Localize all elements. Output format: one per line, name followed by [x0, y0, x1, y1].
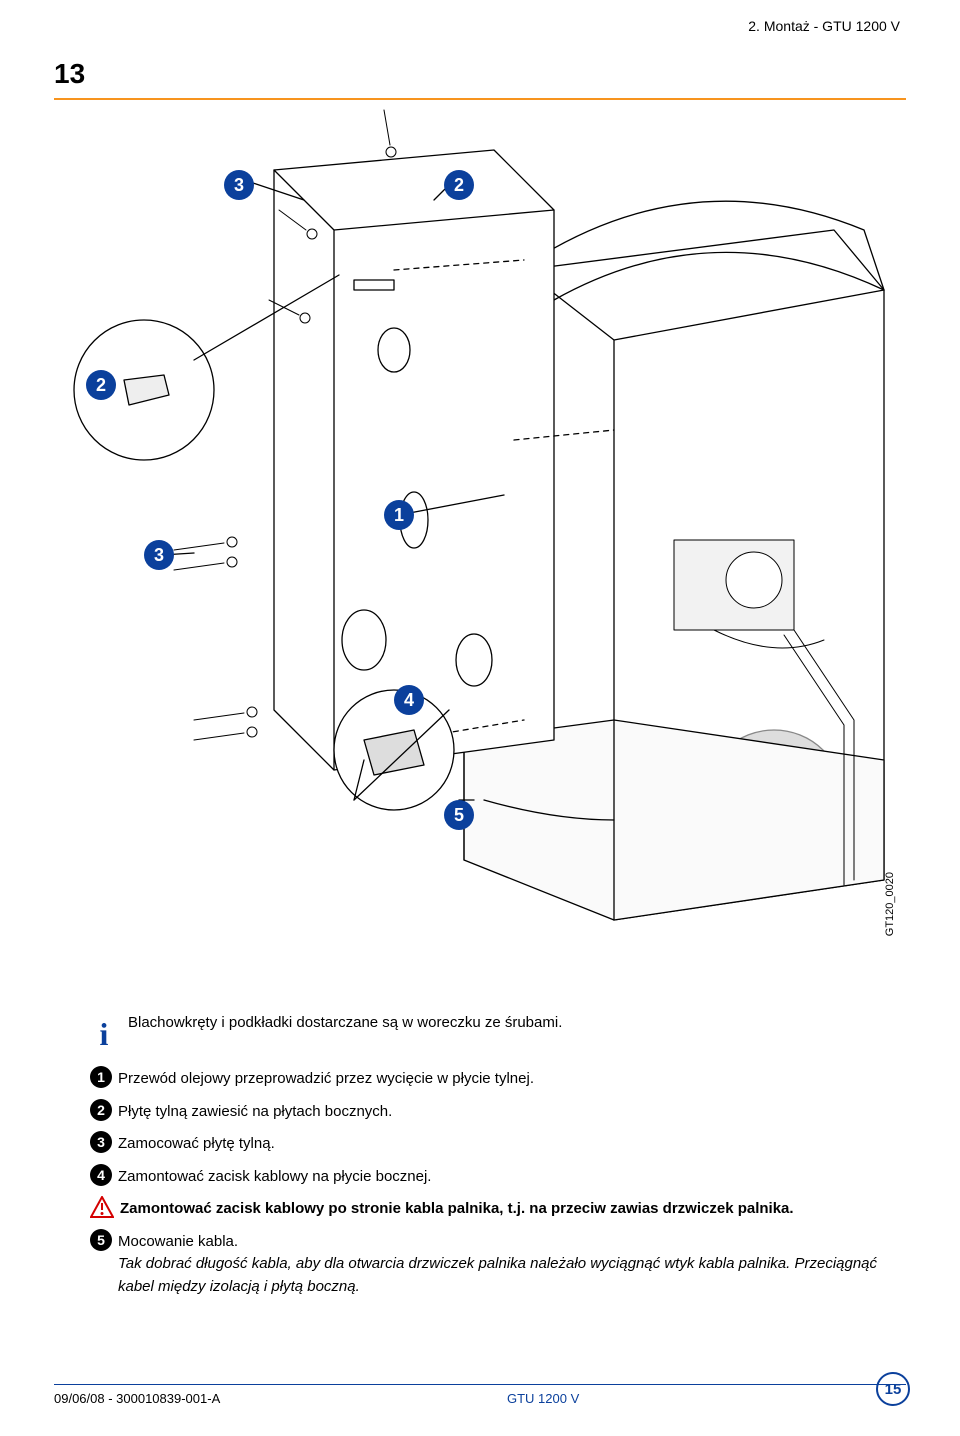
page-footer: 09/06/08 - 300010839-001-A GTU 1200 V 15 — [54, 1384, 906, 1406]
diagram-callout-4: 4 — [394, 685, 424, 715]
callout-5-icon: 5 — [90, 1229, 112, 1251]
diagram-callout-2: 2 — [86, 370, 116, 400]
step-5-text: Mocowanie kabla. Tak dobrać długość kabl… — [118, 1229, 900, 1299]
step-4-text: Zamontować zacisk kablowy na płycie bocz… — [118, 1164, 431, 1189]
step-1-text: Przewód olejowy przeprowadzić przez wyci… — [118, 1066, 534, 1091]
step-2-row: 2 Płytę tylną zawiesić na płytach boczny… — [90, 1099, 900, 1124]
step-4-row: 4 Zamontować zacisk kablowy na płycie bo… — [90, 1164, 900, 1189]
diagram-callout-2: 2 — [444, 170, 474, 200]
warning-icon — [90, 1196, 114, 1218]
header-section-label: 2. Montaż - GTU 1200 V — [748, 18, 900, 34]
footer-model: GTU 1200 V — [507, 1391, 579, 1406]
info-row: i Blachowkręty i podkładki dostarczane s… — [90, 1010, 900, 1058]
step-1-row: 1 Przewód olejowy przeprowadzić przez wy… — [90, 1066, 900, 1091]
info-text: Blachowkręty i podkładki dostarczane są … — [128, 1010, 562, 1035]
figure-code: GT120_0020 — [884, 872, 896, 936]
step-number: 13 — [54, 58, 85, 90]
warning-text: Zamontować zacisk kablowy po stronie kab… — [120, 1196, 794, 1221]
step-3-row: 3 Zamocować płytę tylną. — [90, 1131, 900, 1156]
info-icon: i — [90, 1010, 118, 1058]
callout-3-icon: 3 — [90, 1131, 112, 1153]
diagram-callout-3: 3 — [224, 170, 254, 200]
callout-2-icon: 2 — [90, 1099, 112, 1121]
warning-row: Zamontować zacisk kablowy po stronie kab… — [90, 1196, 900, 1221]
step-2-text: Płytę tylną zawiesić na płytach bocznych… — [118, 1099, 392, 1124]
diagram-callout-1: 1 — [384, 500, 414, 530]
page-number: 15 — [876, 1372, 910, 1406]
step-5-row: 5 Mocowanie kabla. Tak dobrać długość ka… — [90, 1229, 900, 1299]
callout-1-icon: 1 — [90, 1066, 112, 1088]
diagram-callout-3: 3 — [144, 540, 174, 570]
step-3-text: Zamocować płytę tylną. — [118, 1131, 275, 1156]
step-5-body: Tak dobrać długość kabla, aby dla otwarc… — [118, 1255, 877, 1295]
step-5-title: Mocowanie kabla. — [118, 1233, 238, 1250]
callout-4-icon: 4 — [90, 1164, 112, 1186]
assembly-diagram — [54, 100, 906, 980]
instruction-block: i Blachowkręty i podkładki dostarczane s… — [90, 1010, 900, 1306]
footer-doc-ref: 09/06/08 - 300010839-001-A — [54, 1391, 220, 1406]
diagram-callout-5: 5 — [444, 800, 474, 830]
